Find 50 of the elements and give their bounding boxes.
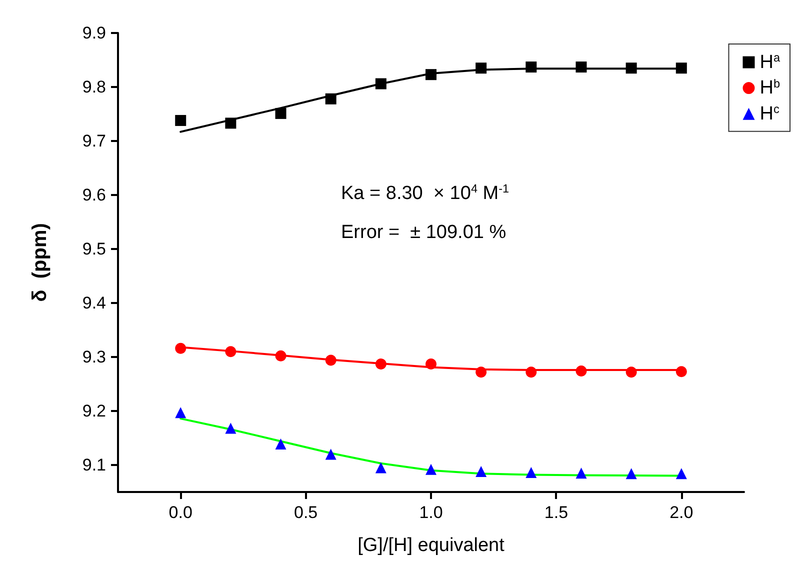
x-tick-label: 0.0 — [168, 503, 192, 522]
point — [175, 114, 186, 126]
point — [476, 366, 487, 378]
y-tick-label: 9.4 — [82, 294, 106, 312]
point — [526, 62, 537, 73]
point — [476, 62, 487, 74]
point — [375, 462, 386, 474]
point — [476, 466, 487, 477]
point — [225, 118, 236, 129]
point — [275, 108, 286, 119]
point — [626, 62, 637, 74]
x-tick-label: 2.0 — [670, 503, 694, 522]
point — [275, 438, 286, 450]
y-tick-label: 9.2 — [82, 402, 106, 420]
point — [526, 366, 537, 378]
point — [375, 358, 386, 370]
point — [225, 422, 236, 434]
y-tick-label: 9.6 — [82, 186, 106, 204]
point — [676, 62, 687, 74]
point — [225, 346, 236, 358]
point — [626, 468, 637, 480]
point — [576, 366, 587, 377]
point — [426, 464, 436, 475]
point — [325, 354, 336, 366]
point — [626, 366, 637, 378]
point — [175, 407, 186, 418]
point — [426, 358, 436, 370]
y-axis-title: δ (ppm) — [29, 223, 51, 302]
point — [576, 62, 587, 73]
y-tick-label: 9.7 — [82, 132, 106, 150]
y-tick-label: 9.9 — [82, 24, 106, 42]
y-tick-label: 9.3 — [82, 348, 106, 366]
x-tick-label: 0.5 — [294, 503, 318, 522]
point — [676, 366, 687, 378]
x-tick-label: 1.5 — [544, 503, 568, 522]
x-tick-label: 1.0 — [419, 503, 443, 522]
point — [426, 69, 436, 80]
x-axis-title: [G]/[H] equivalent — [358, 535, 506, 556]
point — [676, 468, 687, 480]
point — [375, 78, 386, 90]
point — [175, 342, 186, 354]
point — [275, 350, 286, 362]
y-tick-label: 9.1 — [82, 456, 106, 474]
point — [526, 467, 537, 478]
point — [325, 448, 336, 460]
y-tick-label: 9.5 — [82, 240, 106, 258]
y-tick-label: 9.8 — [82, 78, 106, 96]
point — [325, 93, 336, 104]
annotation: Error = ± 109.01 % — [341, 222, 506, 243]
point — [576, 468, 587, 479]
